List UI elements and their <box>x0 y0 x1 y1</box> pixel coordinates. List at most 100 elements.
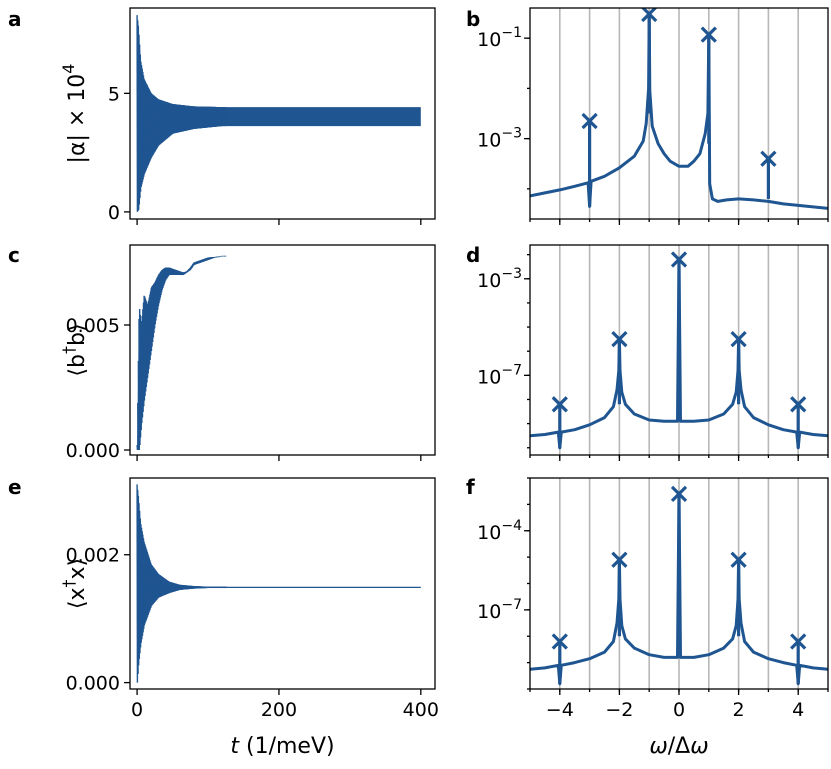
xtick-label: 2 <box>733 699 745 721</box>
panel-letter-d: d <box>466 243 480 267</box>
peak-x-stroke <box>790 633 807 650</box>
series-band-e <box>137 484 421 683</box>
ylabel-a: |α| × 104 <box>59 64 90 164</box>
panel-a: a 0 5 |α| × 104 <box>8 7 436 225</box>
peak-marker-b <box>700 26 717 43</box>
xtick-label: 200 <box>261 699 297 721</box>
ylabel-c: ⟨b†b⟩ <box>59 323 90 376</box>
ylabel-sup: † <box>59 580 78 588</box>
ytick-exponent: −3 <box>501 266 522 282</box>
ytick-label: 0.002 <box>66 545 120 567</box>
xlabel-rest: /Δ <box>668 734 690 759</box>
plot-area <box>136 255 421 451</box>
peak-x-stroke <box>551 396 568 413</box>
panel-letter-b: b <box>466 7 480 31</box>
peak-marker-d <box>551 396 568 413</box>
ytick-exponent: −3 <box>501 126 522 142</box>
peak-x-stroke <box>790 396 807 413</box>
peak-marker-f <box>670 485 688 502</box>
peak-x-stroke <box>700 26 717 43</box>
plot-area <box>530 485 828 686</box>
ytick-base: 10 <box>477 270 501 292</box>
xtick-label: 400 <box>403 699 439 721</box>
peak-marker-f <box>730 551 747 568</box>
panel-letter-f: f <box>466 475 475 499</box>
peak-marker-d <box>790 396 807 413</box>
ylabel-main: |α| × 10 <box>65 74 90 164</box>
xtick-label: 0 <box>131 699 143 721</box>
ytick-base: 10 <box>477 130 501 152</box>
ytick-label: 5 <box>108 83 120 105</box>
panel-letter-e: e <box>8 475 22 499</box>
ytick-base: 10 <box>477 29 501 51</box>
peak-marker-f <box>551 633 568 650</box>
xlabel-italic: t <box>230 734 240 759</box>
peak-x-stroke <box>551 633 568 650</box>
ylabel-main: ⟨b <box>65 354 90 377</box>
peak-marker-d <box>730 331 747 348</box>
peak-x-stroke <box>581 112 598 130</box>
plot-area <box>530 8 828 210</box>
peak-x-stroke <box>670 251 688 268</box>
peak-marker-b <box>581 112 598 130</box>
xlabel-italic: ω <box>649 734 667 759</box>
ylabel-tail: x⟩ <box>65 558 90 580</box>
series-band-c <box>137 256 421 450</box>
ytick-base: 10 <box>477 522 501 544</box>
peak-x-stroke <box>760 150 777 167</box>
ytick-label: 10−4 <box>477 518 522 544</box>
peak-x-stroke <box>730 551 747 568</box>
xlabel-italic2: ω <box>690 734 708 759</box>
peak-x-stroke <box>730 331 747 348</box>
oscillation-lines <box>136 255 227 451</box>
peak-x-stroke <box>611 331 628 348</box>
panel-b: b10−310−1 <box>466 7 829 225</box>
ylabel-tail: b⟩ <box>65 323 90 346</box>
peak-marker-f <box>611 551 628 568</box>
peak-x-stroke <box>641 8 658 23</box>
ytick-exponent: −4 <box>501 518 522 534</box>
plot-area <box>530 251 828 450</box>
series-band-a <box>137 15 421 212</box>
axes-frame-a <box>129 7 436 220</box>
panel-letter-c: c <box>8 243 20 267</box>
ytick-label: 0.005 <box>66 315 120 337</box>
panel-e: e 0.000 0.002 0 200 400 ⟨x†x⟩ t (1/meV) <box>8 475 439 759</box>
peak-x-stroke <box>670 485 688 502</box>
oscillation-lines <box>136 15 227 212</box>
xtick-label: 0 <box>673 699 685 721</box>
ytick-exponent: −1 <box>501 25 522 41</box>
ytick-label: 0.000 <box>66 440 120 462</box>
ytick-exponent: −7 <box>501 362 522 378</box>
ylabel-e: ⟨x†x⟩ <box>59 558 90 609</box>
peak-marker-d <box>670 251 688 268</box>
peak-marker-b <box>760 150 777 167</box>
peak-marker-f <box>790 633 807 650</box>
ytick-base: 10 <box>477 601 501 623</box>
plot-area <box>136 15 421 212</box>
peak-marker-b <box>641 8 658 23</box>
xlabel-rest: (1/meV) <box>239 734 335 759</box>
plot-area <box>136 484 421 683</box>
axes-frame-e <box>129 477 436 690</box>
panel-letter-a: a <box>8 7 22 31</box>
ytick-base: 10 <box>477 366 501 388</box>
axes-frame-c <box>129 244 436 456</box>
ytick-label: 10−1 <box>477 25 522 51</box>
ytick-label: 0 <box>108 202 120 224</box>
peak-marker-d <box>611 331 628 348</box>
ytick-label: 10−7 <box>477 597 522 623</box>
ytick-label: 10−3 <box>477 126 522 152</box>
xlabel-e: t (1/meV) <box>230 734 334 759</box>
ylabel-sup: 4 <box>59 64 78 74</box>
panel-c: c 0.000 0.005⟨b†b⟩ <box>8 243 436 462</box>
xlabel-f: ω/Δω <box>649 734 708 759</box>
panel-d: d10−710−3 <box>466 243 829 461</box>
xtick-label: 4 <box>792 699 804 721</box>
ytick-label: 10−3 <box>477 266 522 292</box>
ytick-label: 0.000 <box>66 673 120 695</box>
ylabel-main: ⟨x <box>65 588 90 610</box>
oscillation-lines <box>136 484 227 683</box>
xtick-label: −2 <box>605 699 633 721</box>
